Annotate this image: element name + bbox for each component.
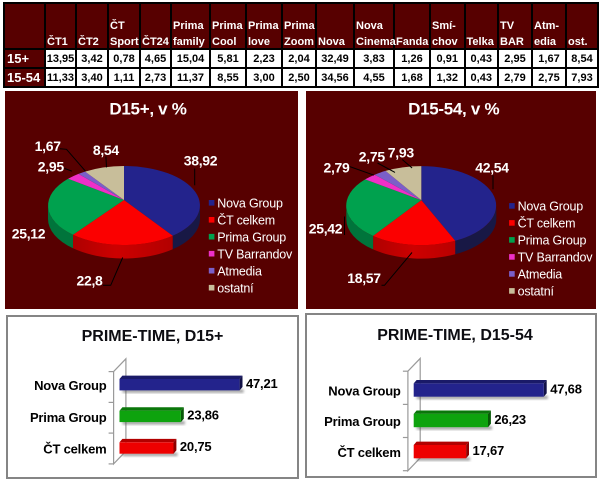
- svg-text:ČT celkem: ČT celkem: [518, 216, 576, 231]
- svg-text:D15-54, v %: D15-54, v %: [408, 100, 499, 119]
- svg-text:ČT celkem: ČT celkem: [43, 442, 106, 457]
- svg-text:7,93: 7,93: [388, 145, 415, 161]
- svg-text:8,54: 8,54: [93, 142, 120, 158]
- svg-text:2,75: 2,75: [359, 149, 386, 165]
- svg-text:Nova Group: Nova Group: [328, 384, 401, 399]
- svg-text:ČT celkem: ČT celkem: [337, 445, 400, 460]
- svg-text:47,21: 47,21: [246, 376, 278, 391]
- svg-text:22,8: 22,8: [76, 273, 103, 289]
- svg-text:Atmedia: Atmedia: [217, 264, 262, 278]
- svg-text:1,67: 1,67: [35, 138, 62, 154]
- svg-text:ostatní: ostatní: [217, 281, 254, 295]
- svg-text:TV Barrandov: TV Barrandov: [518, 251, 594, 265]
- svg-text:25,42: 25,42: [309, 220, 343, 236]
- svg-text:Prima Group: Prima Group: [30, 410, 107, 425]
- svg-text:20,75: 20,75: [180, 439, 212, 454]
- svg-text:2,95: 2,95: [38, 158, 65, 174]
- svg-text:25,12: 25,12: [12, 226, 46, 242]
- svg-text:ČT celkem: ČT celkem: [217, 212, 275, 227]
- svg-text:23,86: 23,86: [187, 408, 219, 423]
- svg-text:47,68: 47,68: [550, 381, 582, 396]
- svg-text:Nova Group: Nova Group: [34, 378, 107, 393]
- svg-text:18,57: 18,57: [347, 270, 381, 286]
- svg-text:26,23: 26,23: [494, 412, 526, 427]
- svg-text:Prima Group: Prima Group: [518, 234, 587, 248]
- svg-text:Prima Group: Prima Group: [217, 230, 286, 244]
- svg-text:42,54: 42,54: [475, 159, 509, 175]
- svg-text:PRIME-TIME, D15-54: PRIME-TIME, D15-54: [377, 327, 533, 344]
- svg-text:ostatní: ostatní: [518, 285, 555, 299]
- svg-text:PRIME-TIME, D15+: PRIME-TIME, D15+: [82, 328, 224, 345]
- svg-text:Nova Group: Nova Group: [217, 196, 283, 210]
- svg-text:D15+, v %: D15+, v %: [109, 100, 186, 119]
- svg-text:17,67: 17,67: [473, 443, 505, 458]
- svg-text:2,79: 2,79: [323, 159, 350, 175]
- svg-text:Prima Group: Prima Group: [324, 414, 401, 429]
- svg-text:TV Barrandov: TV Barrandov: [217, 247, 293, 261]
- svg-text:Atmedia: Atmedia: [518, 268, 563, 282]
- svg-text:38,92: 38,92: [184, 153, 218, 169]
- svg-text:Nova Group: Nova Group: [518, 200, 584, 214]
